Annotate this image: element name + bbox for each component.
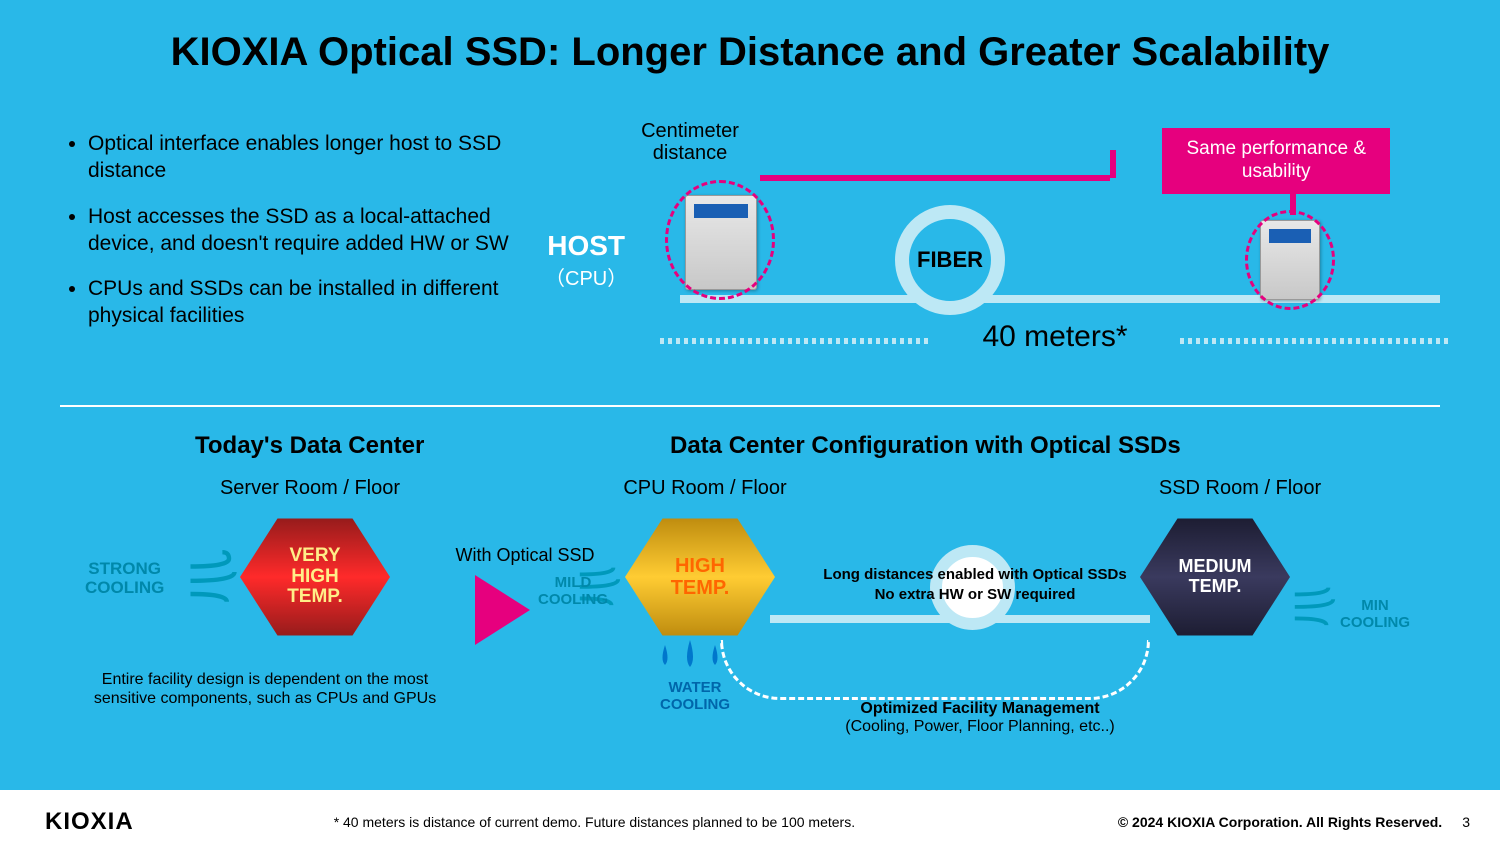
very-high-temp-hex: VERYHIGHTEMP. (240, 512, 390, 642)
kioxia-logo: KIOXIA (45, 808, 134, 836)
long-distance-note: Long distances enabled with Optical SSDs… (800, 565, 1150, 604)
dashed-arc (720, 640, 1150, 700)
ssd-highlight-left (665, 180, 775, 300)
section-divider (60, 405, 1440, 407)
slide-title: KIOXIA Optical SSD: Longer Distance and … (0, 30, 1500, 75)
strong-cooling-label: STRONGCOOLING (85, 560, 164, 597)
distance-label: 40 meters* (982, 320, 1127, 353)
slide-background: KIOXIA Optical SSD: Longer Distance and … (0, 0, 1500, 790)
ssd-highlight-right (1245, 210, 1335, 310)
perf-connector-h1 (760, 175, 1110, 181)
distance-arrow: 40 meters* (660, 320, 1450, 354)
optical-title: Data Center Configuration with Optical S… (670, 432, 1181, 460)
today-note: Entire facility design is dependent on t… (80, 670, 450, 708)
server-room-label: Server Room / Floor (210, 477, 410, 500)
perf-connector-v2 (1290, 175, 1296, 215)
opt-mgmt-bold: Optimized Facility Management (810, 700, 1150, 718)
fiber-label: FIBER (917, 247, 983, 273)
bullet-list: Optical interface enables longer host to… (70, 130, 510, 348)
perf-connector-v1 (1110, 150, 1116, 178)
medium-temp-hex: MEDIUMTEMP. (1140, 512, 1290, 642)
host-label: HOST （CPU） (545, 230, 627, 291)
footer: KIOXIA * 40 meters is distance of curren… (0, 800, 1500, 843)
footnote: * 40 meters is distance of current demo.… (334, 814, 855, 830)
fiber-diagram: Centimeterdistance HOST （CPU） FIBER Same… (560, 120, 1460, 390)
bullet-2: Host accesses the SSD as a local-attache… (88, 203, 510, 258)
bullet-3: CPUs and SSDs can be installed in differ… (88, 275, 510, 330)
opt-mgmt-sub: (Cooling, Power, Floor Planning, etc..) (845, 718, 1114, 735)
ssd-room-label: SSD Room / Floor (1150, 477, 1330, 500)
fiber-circle: FIBER (895, 205, 1005, 315)
wind-icon-strong (185, 550, 240, 605)
performance-box: Same performance &usability (1162, 128, 1390, 194)
cpu-room-label: CPU Room / Floor (615, 477, 795, 500)
today-title: Today's Data Center (195, 432, 424, 460)
bullet-1: Optical interface enables longer host to… (88, 130, 510, 185)
arrow-right-icon (475, 575, 530, 645)
fiber-line (680, 295, 1440, 303)
optimized-mgmt-note: Optimized Facility Management (Cooling, … (810, 700, 1150, 736)
mild-cooling-label: MILDCOOLING (538, 575, 608, 608)
host-text: HOST (547, 230, 625, 261)
min-cooling-label: MINCOOLING (1340, 598, 1410, 631)
host-sub: （CPU） (545, 262, 627, 291)
copyright: © 2024 KIOXIA Corporation. All Rights Re… (1118, 814, 1442, 830)
page-number: 3 (1462, 814, 1470, 830)
wind-icon-min (1290, 580, 1338, 628)
high-temp-hex: HIGHTEMP. (625, 512, 775, 642)
centimeter-label: Centimeterdistance (630, 120, 750, 164)
water-cooling-label: WATERCOOLING (660, 680, 730, 713)
